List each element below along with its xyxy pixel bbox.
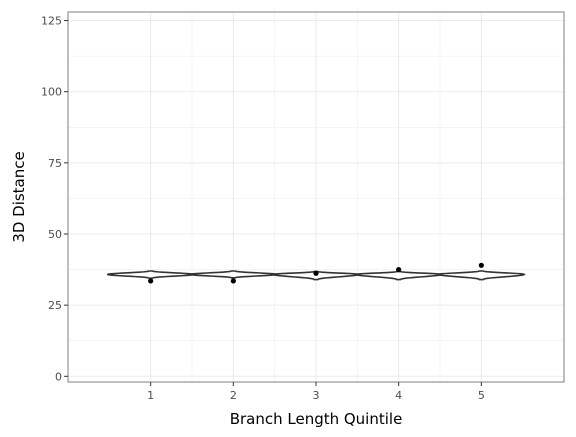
x-tick-label: 1 <box>147 389 154 402</box>
x-axis-title: Branch Length Quintile <box>230 410 403 428</box>
violins <box>106 270 526 281</box>
outlier-point-4 <box>396 266 402 273</box>
y-axis: 0 25 50 75 100 125 <box>41 15 68 383</box>
y-axis-title: 3D Distance <box>10 151 28 242</box>
x-tick-label: 4 <box>395 389 402 402</box>
y-tick-label: 75 <box>48 157 62 170</box>
violin-2 <box>188 270 279 279</box>
outlier-point-2 <box>230 278 236 284</box>
violin-4 <box>354 270 444 281</box>
x-tick-label: 2 <box>230 389 237 402</box>
violin-1 <box>106 270 195 279</box>
violin-5 <box>436 270 526 281</box>
y-tick-label: 50 <box>48 228 62 241</box>
x-axis: 1 2 3 4 5 <box>147 382 485 402</box>
y-tick-label: 25 <box>48 299 62 312</box>
y-tick-label: 100 <box>41 86 62 99</box>
major-gridlines <box>68 12 564 382</box>
outlier-point-1 <box>148 278 154 284</box>
outlier-point-5 <box>478 262 484 268</box>
x-tick-label: 3 <box>313 389 320 402</box>
x-tick-label: 5 <box>478 389 485 402</box>
outlier-point-3 <box>313 270 319 276</box>
outlier-points <box>148 262 484 284</box>
y-tick-label: 125 <box>41 15 62 28</box>
y-tick-label: 0 <box>55 370 62 383</box>
